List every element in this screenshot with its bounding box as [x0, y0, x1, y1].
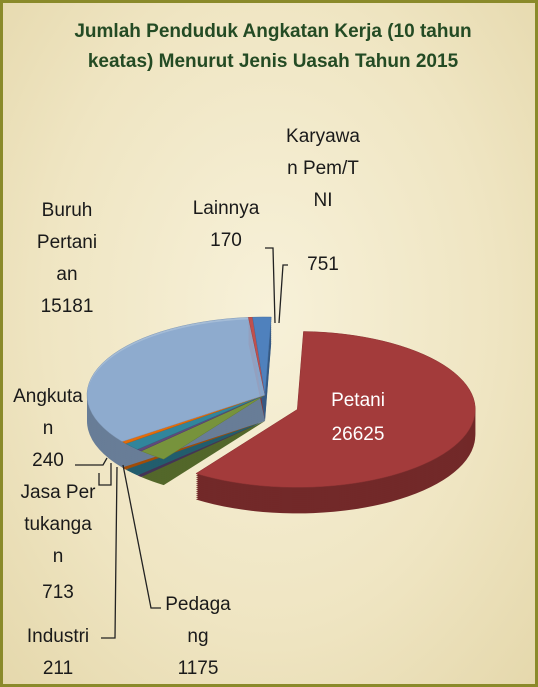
value-label: 211 [13, 653, 103, 685]
slice-label: Industri [13, 621, 103, 653]
leader-line [123, 465, 161, 608]
value-label: 26625 [313, 419, 403, 451]
value-label: 713 [19, 577, 97, 609]
chart: Jumlah Penduduk Angkatan Kerja (10 tahun… [0, 0, 538, 687]
leader-line [99, 463, 111, 485]
slice-label: Buruh Pertanian [33, 195, 101, 291]
leader-line [265, 248, 275, 323]
slice-label: Angkutan [11, 381, 85, 445]
value-label: 170 [181, 225, 271, 257]
value-label: 240 [11, 445, 85, 477]
chart-title: Jumlah Penduduk Angkatan Kerja (10 tahun… [53, 17, 493, 77]
slice-label: Pedagang [163, 589, 233, 653]
slice-label: Petani [313, 385, 403, 417]
value-label: 1175 [163, 653, 233, 685]
slice-label: Jasa Pertukangan [19, 477, 97, 573]
slice-label: Karyawan Pem/TNI [286, 121, 360, 217]
slice-label: Lainnya [181, 193, 271, 225]
value-label: 15181 [33, 291, 101, 323]
leader-line [101, 467, 117, 638]
value-label: 751 [286, 249, 360, 281]
